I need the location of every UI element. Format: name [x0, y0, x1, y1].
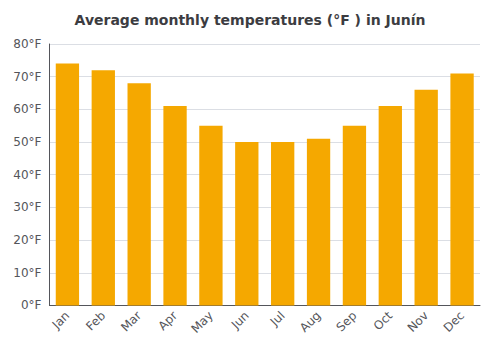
svg-text:Mar: Mar [118, 308, 144, 334]
svg-text:Jul: Jul [267, 309, 288, 330]
svg-text:Nov: Nov [405, 309, 431, 335]
svg-text:50°F: 50°F [13, 135, 41, 149]
svg-text:Feb: Feb [83, 309, 108, 334]
svg-text:Apr: Apr [155, 308, 180, 333]
svg-text:May: May [188, 309, 215, 336]
svg-text:Sep: Sep [334, 309, 360, 335]
svg-text:10°F: 10°F [13, 266, 41, 280]
svg-text:Jun: Jun [228, 309, 252, 333]
svg-text:20°F: 20°F [13, 233, 41, 247]
svg-text:Oct: Oct [371, 308, 396, 333]
svg-text:Average monthly temperatures (: Average monthly temperatures (°F ) in Ju… [75, 12, 426, 28]
svg-text:Dec: Dec [441, 309, 467, 335]
svg-text:Jan: Jan [49, 309, 73, 333]
svg-text:Aug: Aug [297, 309, 323, 335]
svg-text:60°F: 60°F [13, 102, 41, 116]
svg-text:80°F: 80°F [13, 37, 41, 51]
svg-text:0°F: 0°F [21, 298, 42, 312]
svg-text:30°F: 30°F [13, 200, 41, 214]
svg-text:40°F: 40°F [13, 168, 41, 182]
svg-text:70°F: 70°F [13, 70, 41, 84]
